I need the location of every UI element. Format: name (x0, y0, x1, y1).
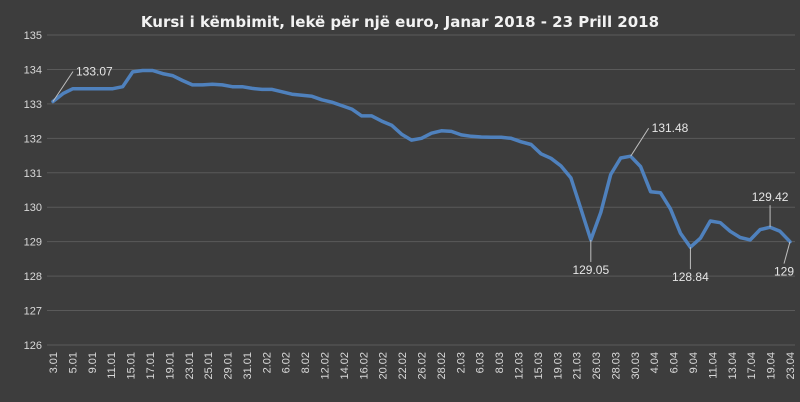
x-tick-label: 22.02 (397, 352, 409, 380)
x-tick-label: 16.02 (358, 352, 370, 380)
data-label: 129 (774, 265, 794, 279)
x-tick-label: 5.01 (67, 352, 79, 373)
x-tick-label: 11.01 (106, 352, 118, 379)
x-tick-label: 6.03 (475, 352, 487, 373)
x-tick-label: 12.02 (320, 352, 332, 380)
y-tick-label: 130 (24, 202, 42, 214)
x-tick-label: 15.03 (533, 352, 545, 380)
x-tick-label: 23.04 (785, 352, 797, 380)
x-tick-label: 31.01 (242, 352, 254, 380)
y-tick-label: 129 (24, 237, 42, 249)
y-tick-label: 127 (24, 306, 42, 318)
x-tick-label: 4.04 (649, 352, 661, 373)
x-tick-label: 26.02 (417, 352, 429, 380)
x-tick-label: 25.01 (203, 352, 215, 380)
x-tick-label: 11.04 (707, 352, 719, 379)
x-tick-label: 19.04 (766, 352, 778, 380)
x-tick-label: 12.03 (513, 352, 525, 380)
x-tick-label: 17.04 (746, 352, 758, 380)
y-tick-label: 135 (24, 30, 42, 42)
series-layer (51, 68, 792, 249)
x-tick-label: 6.04 (669, 352, 681, 373)
data-label: 131.48 (652, 121, 689, 135)
x-tick-label: 9.01 (87, 352, 99, 373)
data-label: 128.84 (672, 270, 709, 284)
annotation-leader (52, 71, 74, 102)
x-tick-label: 17.01 (145, 352, 157, 380)
gridlines (47, 34, 795, 346)
data-label: 129.05 (572, 263, 609, 277)
x-tick-label: 15.01 (126, 352, 138, 380)
x-tick-label: 30.03 (630, 352, 642, 380)
x-tick-label: 9.04 (688, 352, 700, 373)
annotation-leader (630, 127, 650, 157)
x-tick-label: 3.01 (48, 352, 60, 373)
x-tick-label: 23.01 (184, 352, 196, 380)
x-axis: 3.01 5.01 9.01 11.01 15.01 17.01 19.01 23.01 25.… (48, 352, 797, 380)
x-tick-label: 19.03 (552, 352, 564, 380)
x-tick-label: 8.02 (300, 352, 312, 373)
series-line (51, 68, 792, 249)
x-tick-label: 21.03 (572, 352, 584, 380)
data-label: 133.07 (76, 64, 113, 78)
annotations: 133.07 131.48 129.05 128.84 129.42 129 (52, 64, 794, 284)
y-tick-label: 132 (24, 133, 42, 145)
x-tick-label: 2.02 (261, 352, 273, 373)
x-tick-label: 8.03 (494, 352, 506, 373)
annotation-leader (783, 241, 791, 264)
x-tick-label: 26.03 (591, 352, 603, 380)
x-tick-label: 13.04 (727, 352, 739, 380)
y-tick-label: 133 (24, 99, 42, 111)
data-label: 129.42 (752, 190, 789, 204)
x-tick-label: 6.02 (281, 352, 293, 373)
y-tick-label: 126 (24, 340, 42, 352)
x-tick-label: 28.02 (436, 352, 448, 380)
x-tick-label: 2.03 (455, 352, 467, 373)
x-tick-label: 28.03 (610, 352, 622, 380)
x-tick-label: 14.02 (339, 352, 351, 380)
x-tick-label: 20.02 (378, 352, 390, 380)
y-tick-label: 131 (24, 168, 42, 180)
x-tick-label: 19.01 (164, 352, 176, 380)
y-axis: 126 127 128 129 130 131 132 133 134 135 (24, 30, 42, 352)
chart-title: Kursi i këmbimit, lekë për një euro, Jan… (141, 13, 659, 31)
x-tick-label: 29.01 (223, 352, 235, 380)
y-tick-label: 134 (24, 64, 42, 76)
y-tick-label: 128 (24, 271, 42, 283)
